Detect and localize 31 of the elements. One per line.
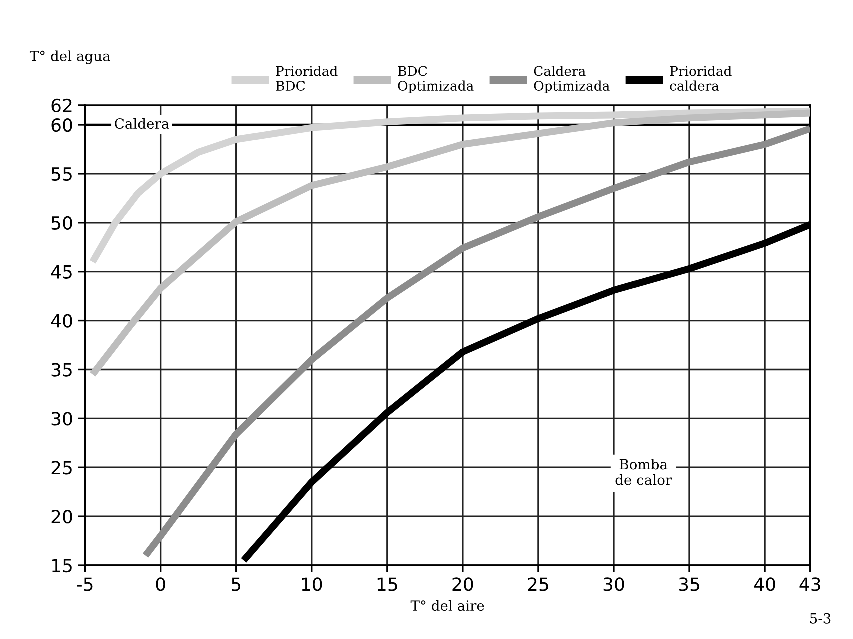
legend-label: BDC Optimizada [398, 66, 474, 94]
x-axis-title: T° del aire [410, 600, 484, 612]
annotation: Bomba de calor [616, 459, 672, 486]
legend-label: Caldera Optimizada [534, 66, 610, 94]
y-tick-label: 30 [52, 412, 72, 426]
x-tick-label: 30 [604, 578, 624, 592]
legend-label: Prioridad caldera [670, 66, 732, 92]
y-tick-label: 62 [52, 98, 72, 113]
x-tick-label: 25 [528, 578, 548, 592]
y-axis-title: T° del agua [30, 50, 110, 64]
y-tick-label: 40 [51, 314, 72, 328]
y-tick-label: 45 [51, 266, 72, 279]
x-tick-label: 5 [232, 578, 241, 592]
legend-label: Prioridad BDC [276, 66, 338, 92]
x-tick-label: 0 [156, 578, 166, 592]
x-tick-label: 20 [452, 578, 474, 592]
y-tick-label: 60 [52, 118, 72, 132]
x-tick-label: 10 [302, 578, 322, 592]
x-tick-label: 43 [800, 578, 820, 592]
ref-line-label: Caldera [115, 118, 170, 130]
y-tick-label: 55 [52, 168, 72, 182]
text: 5-3 [810, 613, 831, 624]
y-tick-label: 35 [52, 363, 72, 377]
y-tick-label: 20 [52, 510, 72, 524]
x-tick-label: 15 [378, 578, 398, 592]
y-tick-label: 50 [52, 216, 72, 230]
y-tick-label: 25 [52, 461, 72, 475]
x-tick-label: -5 [77, 578, 93, 592]
y-tick-label: 15 [52, 559, 72, 573]
x-tick-label: 40 [754, 578, 776, 592]
x-tick-label: 35 [679, 578, 700, 592]
